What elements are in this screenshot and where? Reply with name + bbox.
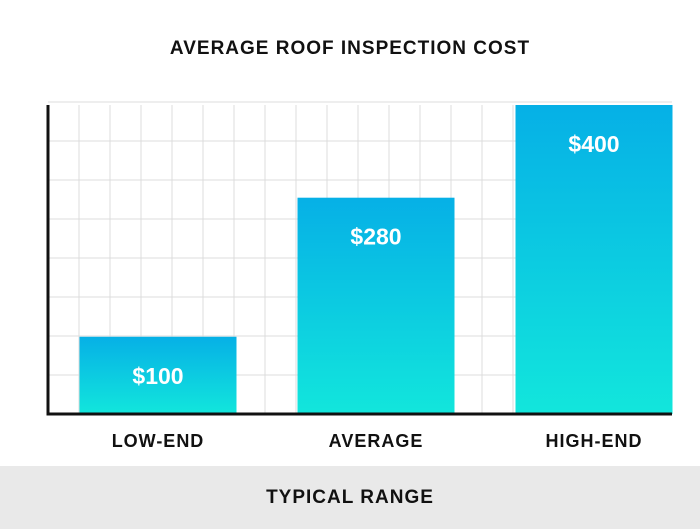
bar-low-end	[79, 336, 237, 414]
bar-value-label: $100	[132, 363, 183, 389]
bar-average	[297, 197, 455, 414]
category-label: AVERAGE	[329, 431, 424, 451]
category-label: LOW-END	[112, 431, 205, 451]
bar-chart: $100 $280 $400 LOW-END AVERAGE HIGH-END	[46, 101, 673, 451]
chart-title: AVERAGE ROOF INSPECTION COST	[169, 38, 531, 59]
category-labels: LOW-END AVERAGE HIGH-END	[112, 431, 643, 451]
footer-band: TYPICAL RANGE	[0, 466, 700, 529]
bars: $100 $280 $400	[79, 105, 673, 414]
bar-high-end	[515, 105, 673, 414]
category-label: HIGH-END	[546, 431, 643, 451]
axes	[46, 105, 672, 416]
bar-value-label: $400	[568, 131, 619, 157]
x-axis-label: TYPICAL RANGE	[266, 486, 434, 508]
bar-value-label: $280	[350, 224, 401, 250]
